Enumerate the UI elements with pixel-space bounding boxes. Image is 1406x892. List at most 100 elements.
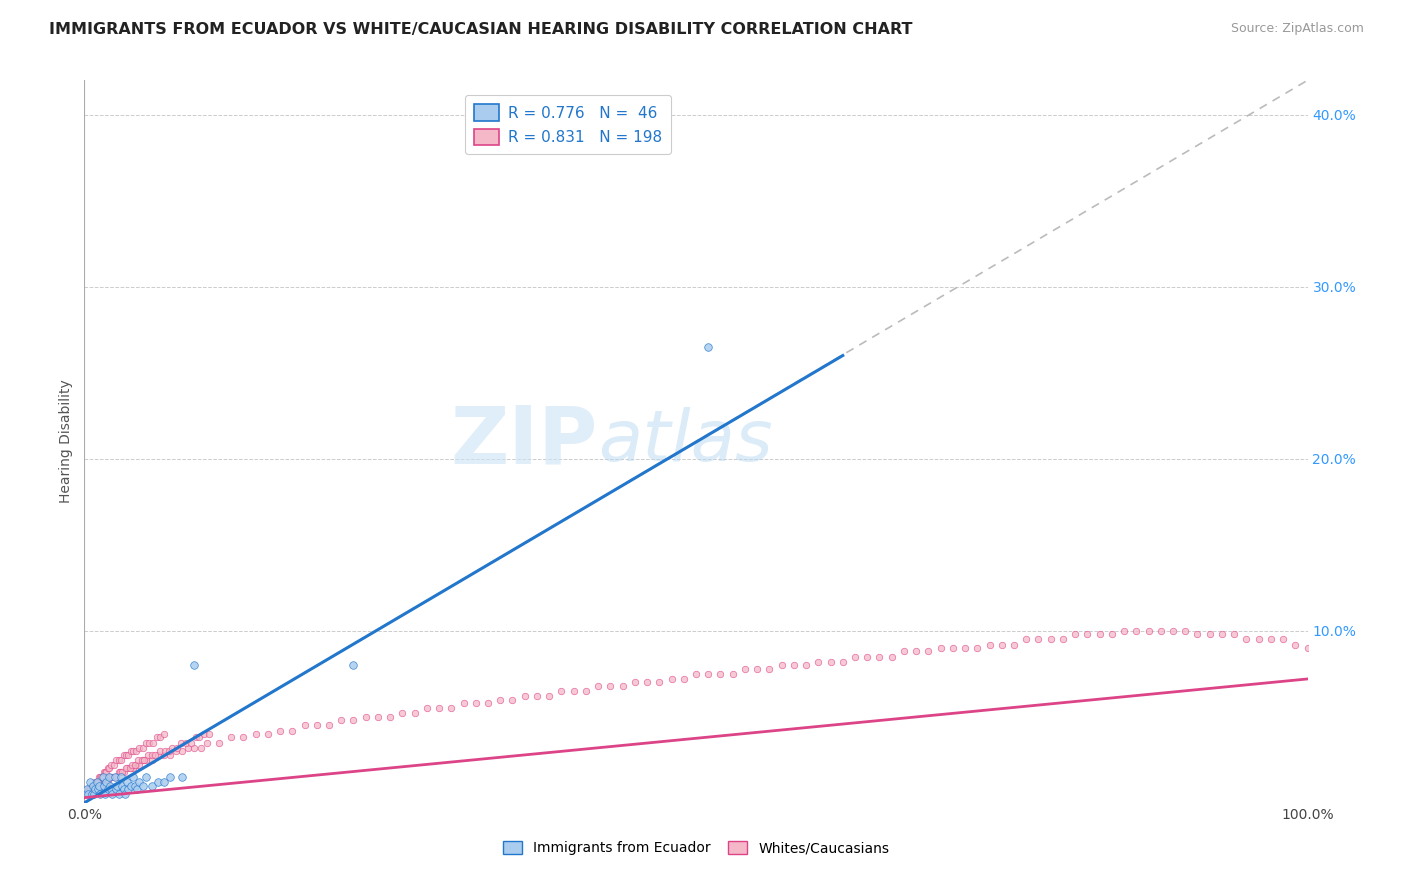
Point bbox=[1260, 632, 1282, 647]
Point bbox=[90, 770, 112, 784]
Point bbox=[193, 727, 215, 741]
Point bbox=[342, 713, 364, 727]
Point bbox=[120, 744, 142, 758]
Point bbox=[149, 744, 172, 758]
Point bbox=[820, 655, 842, 669]
Point bbox=[103, 758, 125, 772]
Point bbox=[305, 718, 328, 732]
Point bbox=[1052, 632, 1074, 647]
Point bbox=[180, 735, 202, 749]
Point bbox=[153, 744, 176, 758]
Point bbox=[612, 679, 634, 693]
Point bbox=[153, 775, 176, 789]
Point bbox=[153, 727, 176, 741]
Point bbox=[77, 787, 100, 801]
Point bbox=[159, 747, 181, 762]
Point bbox=[101, 787, 124, 801]
Point bbox=[1247, 632, 1270, 647]
Point bbox=[115, 761, 138, 775]
Point bbox=[110, 770, 132, 784]
Point bbox=[953, 640, 976, 655]
Point bbox=[107, 753, 129, 767]
Point bbox=[100, 758, 122, 772]
Point bbox=[75, 787, 97, 801]
Point bbox=[97, 761, 120, 775]
Point bbox=[342, 658, 364, 673]
Point bbox=[86, 775, 108, 789]
Text: ZIP: ZIP bbox=[451, 402, 598, 481]
Point bbox=[107, 764, 129, 779]
Point bbox=[1064, 627, 1087, 641]
Point bbox=[190, 740, 212, 755]
Point bbox=[1272, 632, 1295, 647]
Point bbox=[367, 710, 389, 724]
Point bbox=[135, 735, 157, 749]
Point bbox=[141, 747, 163, 762]
Point bbox=[502, 692, 524, 706]
Point bbox=[131, 753, 153, 767]
Point bbox=[124, 779, 146, 793]
Point bbox=[105, 753, 128, 767]
Point bbox=[87, 775, 110, 789]
Point bbox=[104, 770, 127, 784]
Point bbox=[146, 747, 169, 762]
Point bbox=[83, 779, 105, 793]
Point bbox=[697, 666, 720, 681]
Point bbox=[661, 672, 683, 686]
Point bbox=[105, 770, 128, 784]
Point bbox=[77, 787, 100, 801]
Point bbox=[599, 679, 621, 693]
Point bbox=[122, 770, 145, 784]
Point bbox=[624, 675, 647, 690]
Point bbox=[893, 644, 915, 658]
Point bbox=[105, 779, 128, 793]
Point bbox=[112, 764, 135, 779]
Point bbox=[91, 770, 114, 784]
Point bbox=[79, 787, 101, 801]
Point bbox=[1223, 627, 1246, 641]
Text: atlas: atlas bbox=[598, 407, 773, 476]
Point bbox=[80, 779, 103, 793]
Point bbox=[966, 640, 988, 655]
Point bbox=[734, 662, 756, 676]
Point bbox=[86, 775, 108, 789]
Point bbox=[91, 779, 114, 793]
Point bbox=[672, 672, 695, 686]
Point bbox=[125, 744, 148, 758]
Point bbox=[105, 782, 128, 797]
Point bbox=[141, 753, 163, 767]
Point bbox=[125, 782, 148, 797]
Point bbox=[648, 675, 671, 690]
Point bbox=[1028, 632, 1050, 647]
Point bbox=[128, 740, 150, 755]
Point bbox=[183, 740, 205, 755]
Point bbox=[586, 679, 609, 693]
Point bbox=[153, 747, 176, 762]
Point bbox=[380, 710, 402, 724]
Point bbox=[87, 779, 110, 793]
Point bbox=[82, 779, 104, 793]
Point bbox=[97, 782, 120, 797]
Point bbox=[747, 662, 769, 676]
Point bbox=[100, 770, 122, 784]
Point bbox=[107, 787, 129, 801]
Point bbox=[114, 787, 136, 801]
Point bbox=[1137, 624, 1160, 638]
Y-axis label: Hearing Disability: Hearing Disability bbox=[59, 380, 73, 503]
Point bbox=[330, 713, 353, 727]
Point bbox=[538, 689, 561, 703]
Point bbox=[115, 761, 138, 775]
Point bbox=[132, 753, 155, 767]
Point bbox=[142, 735, 165, 749]
Point bbox=[79, 782, 101, 797]
Point bbox=[97, 761, 120, 775]
Point bbox=[108, 764, 131, 779]
Point bbox=[94, 787, 117, 801]
Point bbox=[1101, 627, 1123, 641]
Point bbox=[97, 770, 120, 784]
Point bbox=[159, 770, 181, 784]
Point bbox=[82, 782, 104, 797]
Point bbox=[98, 770, 121, 784]
Point bbox=[1114, 624, 1136, 638]
Point bbox=[942, 640, 965, 655]
